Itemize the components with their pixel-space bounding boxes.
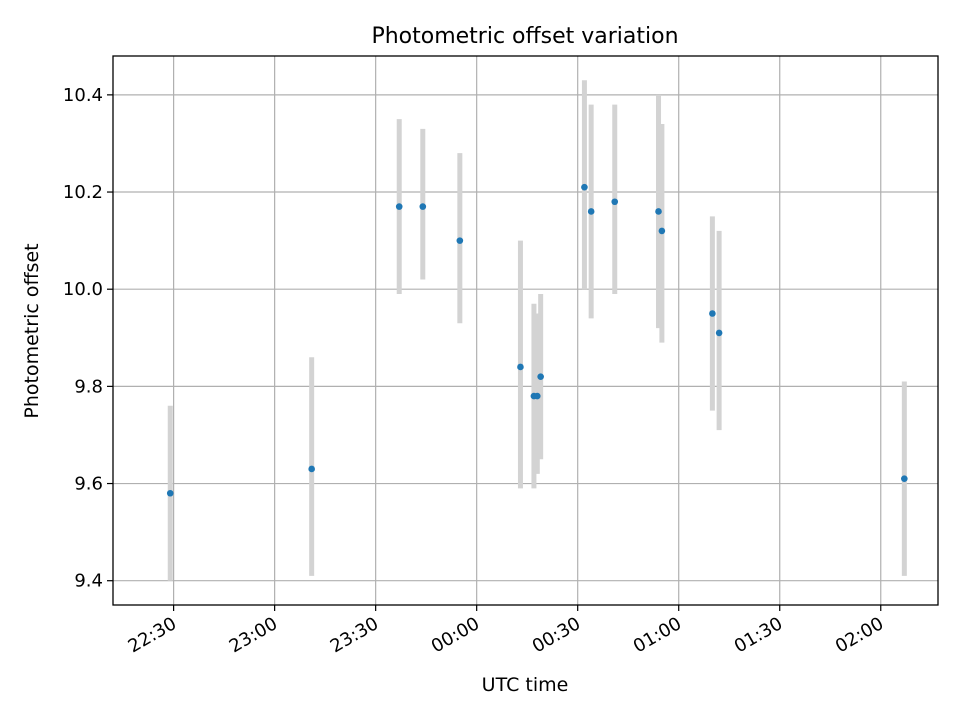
data-point [517,363,524,371]
y-tick-label: 9.6 [74,474,103,495]
data-point [658,227,666,235]
data-point [537,373,544,380]
grid-lines [113,56,938,605]
data-point [715,329,723,337]
x-tick-label: 02:00 [832,613,887,657]
x-tick-label: 22:30 [125,613,180,657]
x-tick-label: 00:30 [529,613,584,657]
x-axis-label: UTC time [482,674,569,696]
data-point [166,489,174,497]
plot-frame [112,55,939,606]
x-tick-label: 23:00 [226,613,281,657]
error-bars [167,80,907,581]
data-point [533,392,541,400]
data-point [308,465,315,473]
data-point [419,203,427,210]
data-point [587,208,595,215]
y-tick-label: 10.4 [63,85,103,106]
y-tick-label: 10.2 [63,182,103,203]
data-point [655,208,662,215]
y-tick-label: 10.0 [63,279,103,300]
x-tick-label: 23:30 [327,613,382,657]
x-axis-ticks: 22:30 23:00 23:30 00:00 00:30 01:00 01:30 02:00 [125,605,887,657]
data-point [456,237,464,244]
data-point [395,203,403,210]
y-tick-label: 9.4 [74,571,103,592]
y-axis-label: Photometric offset [21,243,43,418]
data-point [901,475,908,482]
data-points [166,183,908,497]
y-tick-label: 9.8 [74,376,103,397]
y-axis-ticks: 9.4 9.6 9.8 10.0 10.2 10.4 [63,85,113,592]
data-point [709,310,716,317]
x-tick-label: 01:30 [731,613,786,657]
chart-title: Photometric offset variation [371,24,678,49]
x-tick-label: 01:00 [630,613,685,657]
data-point [611,198,619,206]
data-point [581,183,588,191]
x-tick-label: 00:00 [428,613,483,657]
